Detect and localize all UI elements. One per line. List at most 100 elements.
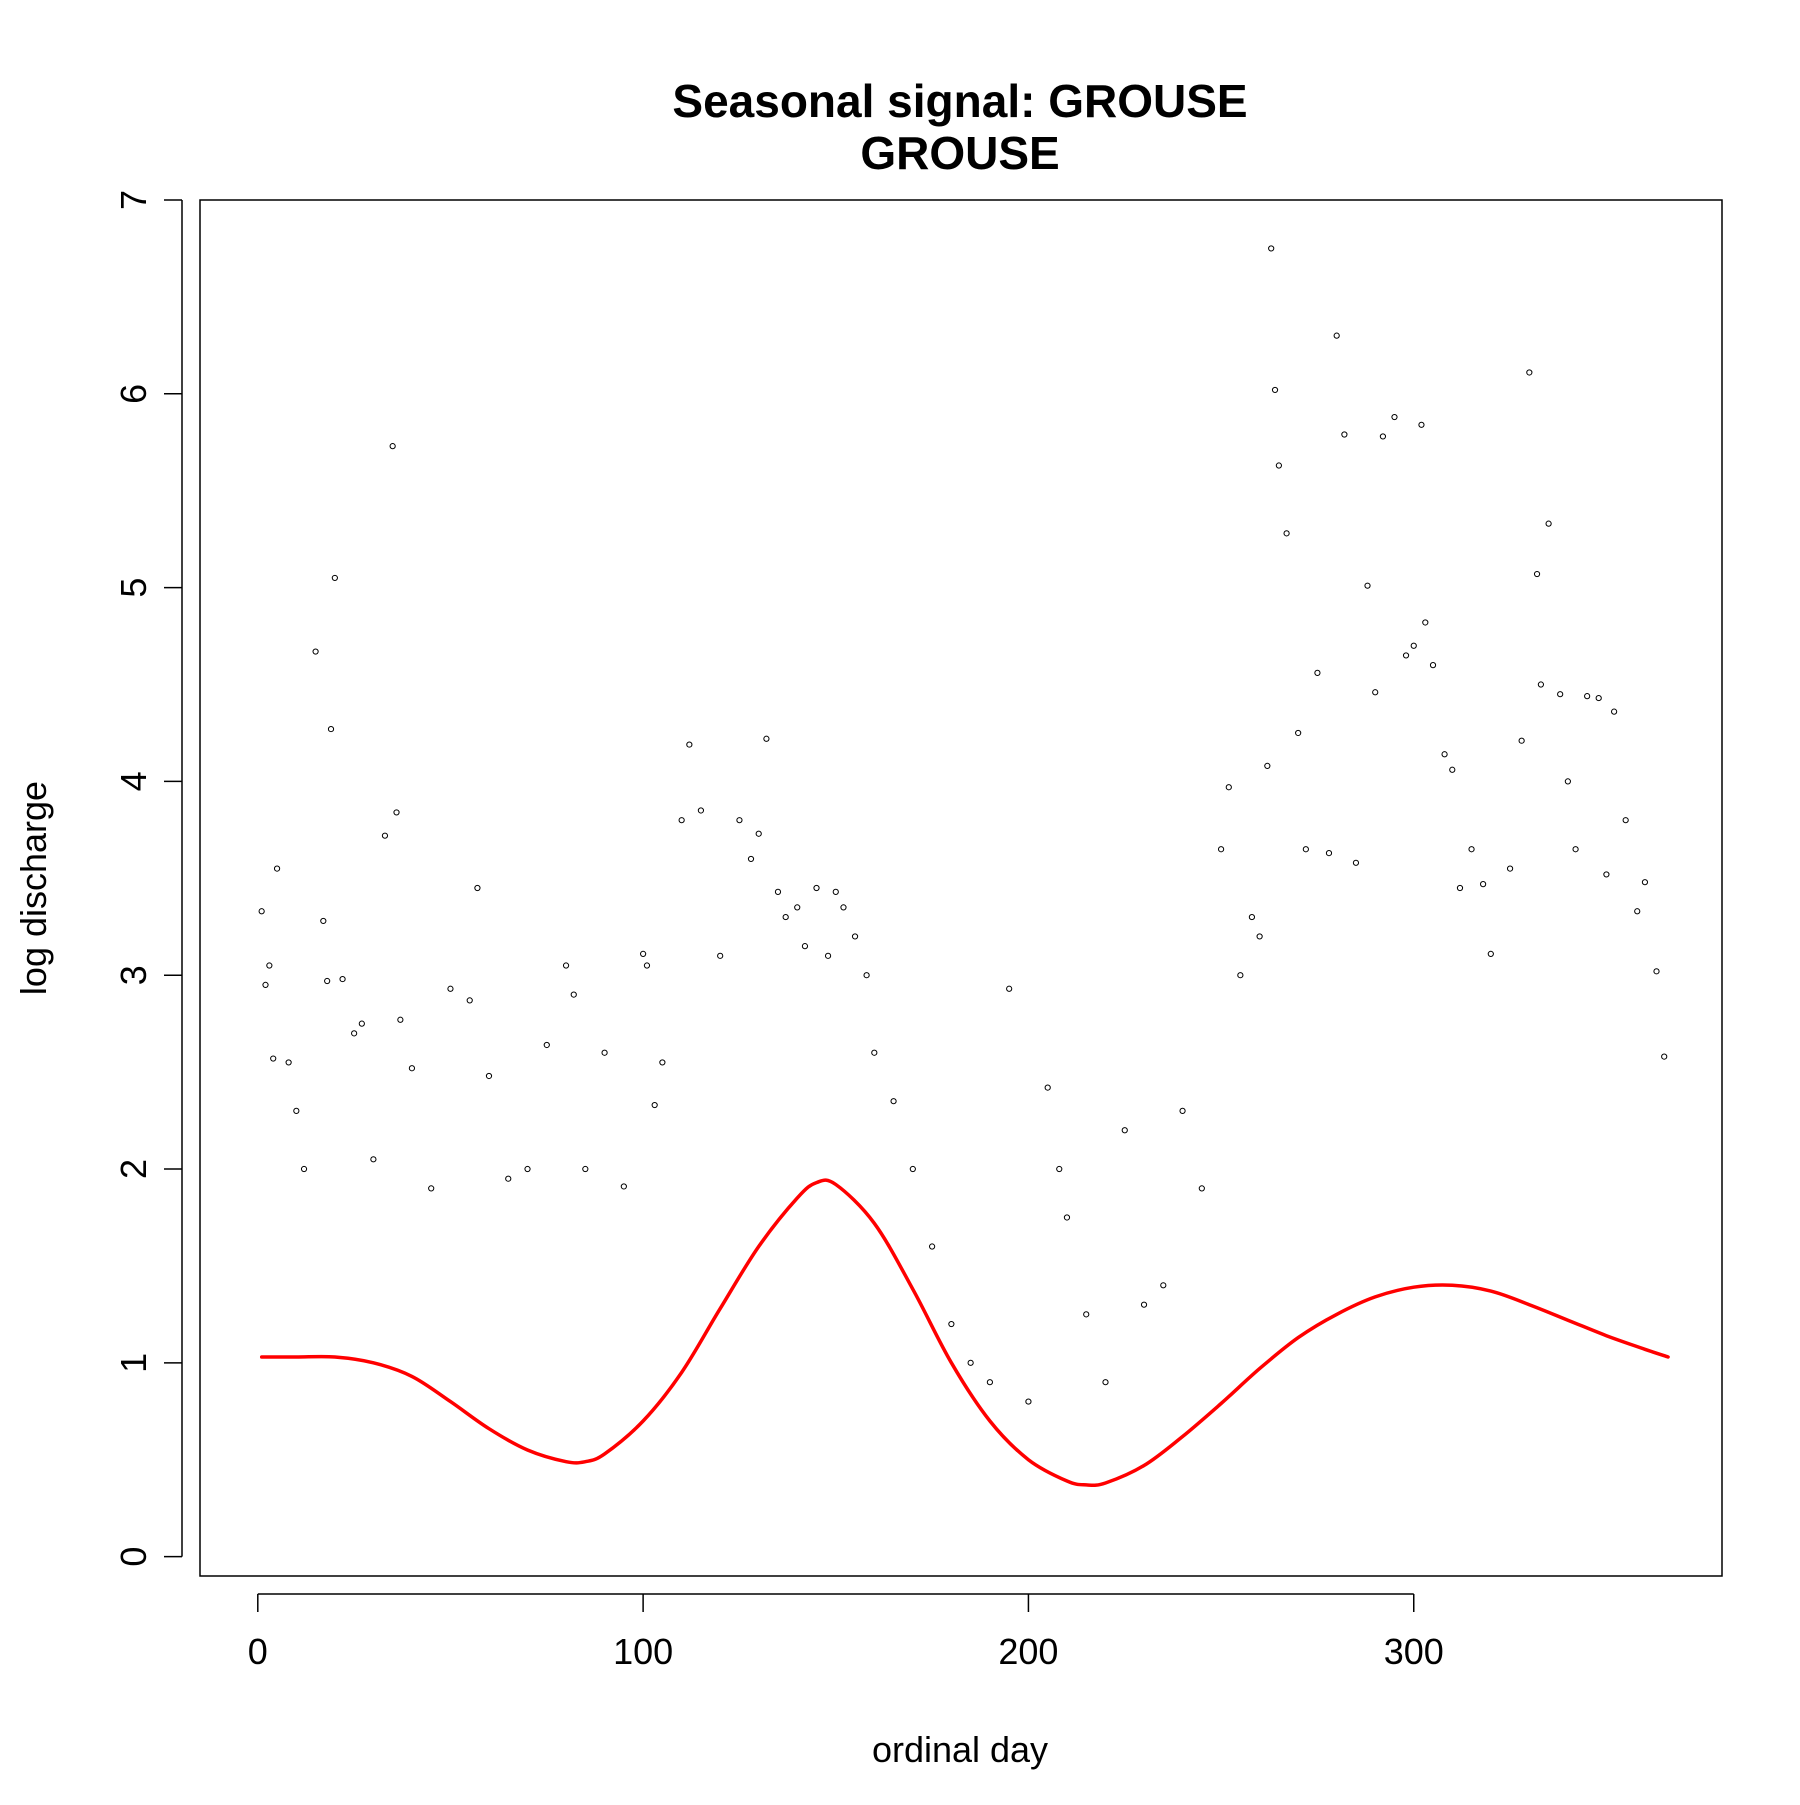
data-point (863, 972, 870, 979)
data-point (948, 1320, 955, 1328)
plot-frame (199, 199, 1723, 1577)
data-point (1302, 846, 1309, 853)
data-point (582, 1165, 589, 1173)
chart-subtitle: GROUSE (860, 127, 1059, 179)
data-point (986, 1379, 993, 1386)
data-point (801, 943, 809, 950)
data-point (678, 817, 685, 824)
data-point (428, 1185, 435, 1192)
data-point (747, 855, 755, 863)
data-point (270, 1055, 277, 1062)
data-point (1102, 1379, 1109, 1386)
x-tick-label: 0 (248, 1631, 268, 1672)
data-point (717, 952, 724, 959)
data-point (324, 977, 331, 985)
data-point (266, 962, 273, 969)
data-point (736, 817, 743, 824)
data-point (1429, 662, 1437, 669)
data-point (686, 741, 693, 748)
data-point (832, 888, 839, 895)
data-point (474, 884, 481, 892)
data-point (1295, 729, 1302, 737)
data-point (1275, 462, 1282, 469)
data-point (1063, 1214, 1071, 1221)
data-point (258, 908, 265, 915)
data-point (1179, 1107, 1186, 1114)
data-point (327, 725, 335, 733)
data-point (320, 917, 327, 925)
x-tick-label: 300 (1384, 1631, 1444, 1672)
data-point (1225, 784, 1232, 791)
y-axis-title: log discharge (13, 781, 54, 995)
data-point (601, 1049, 608, 1056)
data-point (1611, 708, 1618, 715)
data-point (774, 888, 782, 895)
data-point (643, 962, 651, 969)
x-axis: 0 100 200 300 (248, 1593, 1444, 1672)
data-point (824, 952, 832, 959)
data-point (505, 1175, 512, 1182)
data-point (1283, 530, 1290, 537)
data-point (1264, 762, 1271, 770)
data-point (620, 1183, 627, 1190)
data-point (1661, 1053, 1668, 1060)
data-point (967, 1359, 974, 1366)
data-point (1456, 884, 1464, 892)
data-point (1333, 332, 1340, 339)
data-point (1256, 933, 1263, 940)
data-point (1526, 369, 1533, 376)
data-point (1160, 1282, 1167, 1289)
data-point (1248, 913, 1256, 921)
data-point (782, 913, 789, 921)
data-point (1622, 817, 1629, 824)
y-tick-label: 4 (113, 771, 154, 791)
data-point (1572, 846, 1579, 853)
data-point (1545, 520, 1552, 527)
data-point (1198, 1185, 1205, 1192)
data-point (312, 648, 319, 655)
data-point (1641, 879, 1649, 886)
data-point (1441, 751, 1448, 758)
data-point (1634, 908, 1641, 915)
data-point (1564, 778, 1571, 785)
data-point (840, 904, 847, 911)
data-point (813, 884, 820, 892)
data-points (258, 245, 1668, 1405)
data-point (1314, 669, 1321, 676)
data-point (851, 933, 859, 940)
data-point (562, 962, 570, 969)
data-point (794, 904, 801, 911)
data-point (1044, 1084, 1051, 1091)
data-point (397, 1016, 404, 1023)
data-point (1595, 694, 1602, 702)
data-point (890, 1098, 897, 1105)
data-point (1533, 570, 1541, 578)
data-point (1603, 871, 1610, 878)
data-point (1268, 245, 1275, 252)
y-tick-label: 7 (113, 190, 154, 210)
x-tick-label: 100 (613, 1631, 673, 1672)
data-point (293, 1107, 300, 1114)
y-tick-label: 1 (113, 1353, 154, 1373)
data-point (1325, 850, 1333, 857)
y-tick-label: 6 (113, 384, 154, 404)
data-point (1352, 859, 1360, 866)
chart-title: Seasonal signal: GROUSE (672, 75, 1247, 127)
y-tick-label: 2 (113, 1159, 154, 1179)
seasonal-curve-layer (259, 1178, 1670, 1488)
data-point (1468, 846, 1475, 853)
data-point (331, 574, 338, 582)
data-point (1006, 985, 1013, 992)
data-point (381, 832, 389, 839)
data-point (1341, 431, 1348, 438)
y-tick-label: 0 (113, 1547, 154, 1567)
data-point (640, 950, 647, 957)
data-point (1140, 1301, 1148, 1308)
data-point (755, 830, 762, 837)
data-point (393, 809, 400, 816)
data-point (1372, 689, 1379, 696)
data-point (1518, 737, 1525, 744)
data-point (1557, 691, 1564, 698)
data-point (1379, 433, 1387, 440)
